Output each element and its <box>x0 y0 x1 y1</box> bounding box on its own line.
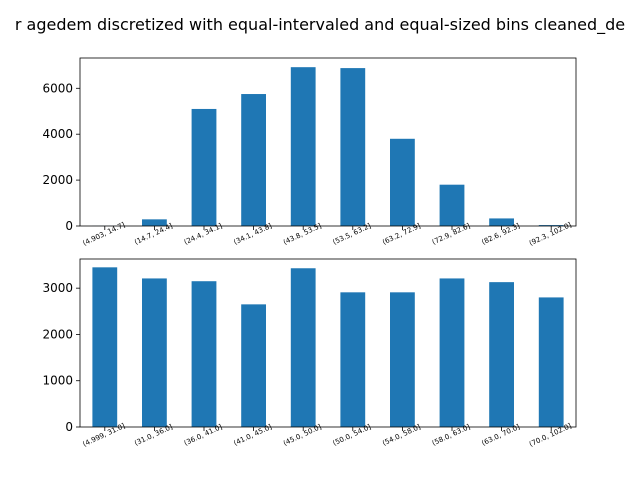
bar <box>390 292 415 427</box>
bar <box>390 138 415 226</box>
bar <box>340 292 366 427</box>
bar <box>191 108 217 226</box>
axes-frame <box>79 57 577 227</box>
y-tick-label: 0 <box>65 219 73 233</box>
bar <box>290 268 316 427</box>
y-tick-label: 4000 <box>42 127 73 141</box>
y-tick-label: 3000 <box>42 281 73 295</box>
bar <box>439 184 465 226</box>
bar <box>92 267 118 427</box>
bar <box>538 297 564 427</box>
y-tick-label: 1000 <box>42 374 73 388</box>
bar <box>241 304 266 427</box>
y-tick-label: 6000 <box>42 81 73 95</box>
bar <box>439 278 465 427</box>
bar <box>142 278 167 427</box>
y-tick-label: 0 <box>65 420 73 434</box>
y-tick-label: 2000 <box>42 173 73 187</box>
axes-frame <box>79 258 577 428</box>
y-tick-label: 2000 <box>42 327 73 341</box>
bar <box>241 94 266 227</box>
bar <box>340 68 366 226</box>
bar <box>290 67 316 226</box>
bar <box>191 281 217 427</box>
figure-title: r agedem discretized with equal-interval… <box>15 15 625 35</box>
bar <box>142 219 167 226</box>
bar <box>538 225 564 226</box>
bar <box>489 218 514 226</box>
bar <box>489 282 514 427</box>
